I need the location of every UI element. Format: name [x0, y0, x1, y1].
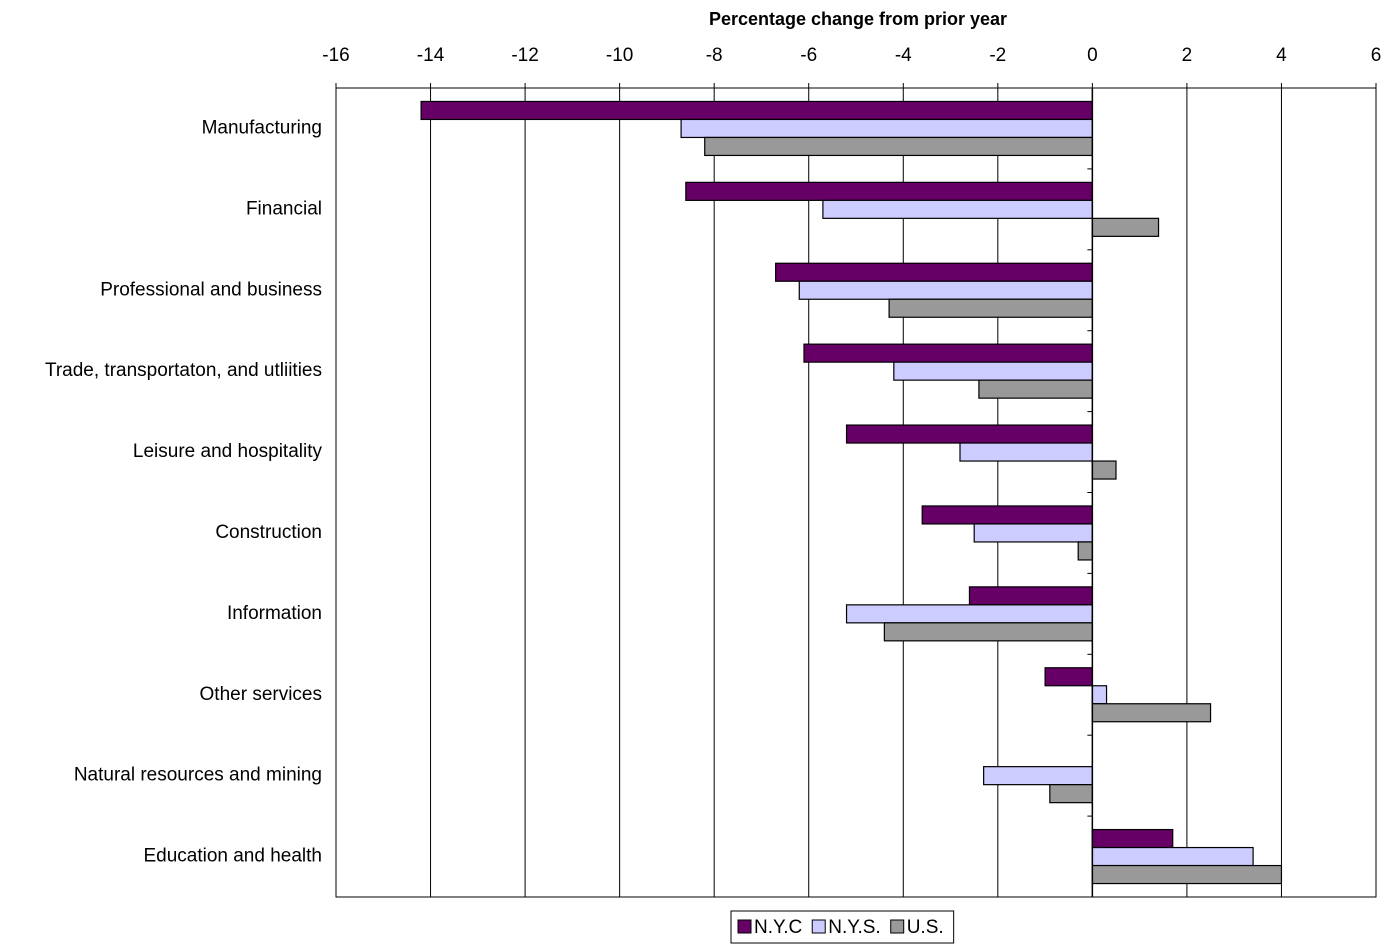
x-tick-label: -6	[800, 45, 817, 66]
bar	[775, 262, 1093, 282]
y-tick-label: Professional and business	[100, 279, 322, 300]
legend-swatch	[890, 919, 905, 934]
bar	[1091, 846, 1254, 867]
bar	[680, 118, 1093, 139]
legend-label: N.Y.S.	[828, 917, 880, 938]
x-tick-label: -4	[895, 45, 912, 66]
bar	[978, 379, 1093, 399]
x-tick-label: -16	[322, 45, 349, 66]
bar	[1091, 828, 1174, 849]
x-tick-label: -8	[706, 45, 723, 66]
y-tick-label: Information	[227, 603, 322, 624]
y-tick-label: Construction	[215, 522, 322, 543]
bar	[1091, 703, 1212, 723]
y-tick-label: Leisure and hospitality	[133, 441, 323, 462]
bar	[798, 280, 1093, 300]
bar	[921, 505, 1093, 525]
bar	[1091, 685, 1108, 705]
bar	[1077, 541, 1093, 561]
bar	[845, 604, 1093, 624]
bar	[959, 442, 1093, 462]
bar	[1091, 460, 1117, 480]
x-tick-label: -12	[511, 45, 538, 66]
y-tick-label: Financial	[246, 198, 322, 219]
bar	[883, 622, 1093, 642]
bar	[822, 199, 1093, 219]
y-tick-label: Trade, transportaton, and utliities	[45, 360, 322, 381]
y-tick-label: Other services	[200, 684, 322, 705]
x-tick-label: 6	[1371, 45, 1382, 66]
bar	[1091, 864, 1283, 885]
bar	[704, 136, 1093, 157]
x-tick-label: 4	[1276, 45, 1287, 66]
bar	[893, 361, 1093, 381]
bar	[845, 424, 1093, 444]
bar	[803, 343, 1093, 363]
legend-swatch	[737, 919, 752, 934]
bar	[1049, 784, 1093, 804]
bar	[983, 766, 1093, 786]
legend-label: N.Y.C	[754, 917, 802, 938]
x-tick-label: 0	[1087, 45, 1098, 66]
legend-box	[730, 910, 955, 944]
bar	[888, 298, 1093, 318]
bar	[420, 100, 1093, 121]
x-tick-label: -2	[989, 45, 1006, 66]
x-tick-label: -14	[417, 45, 445, 66]
x-tick-label: 2	[1182, 45, 1193, 66]
y-tick-label: Education and health	[143, 846, 322, 867]
y-tick-label: Natural resources and mining	[74, 765, 322, 786]
x-tick-label: -10	[606, 45, 633, 66]
bar	[1091, 217, 1160, 237]
chart-title: Percentage change from prior year	[709, 9, 1007, 29]
bar	[973, 523, 1093, 543]
legend-swatch	[811, 919, 826, 934]
y-tick-label: Manufacturing	[202, 117, 322, 138]
legend: N.Y.C N.Y.S. U.S.	[730, 910, 955, 944]
legend-label: U.S.	[907, 917, 944, 938]
bar	[1044, 667, 1093, 687]
bar	[685, 181, 1093, 201]
bar	[968, 586, 1093, 606]
